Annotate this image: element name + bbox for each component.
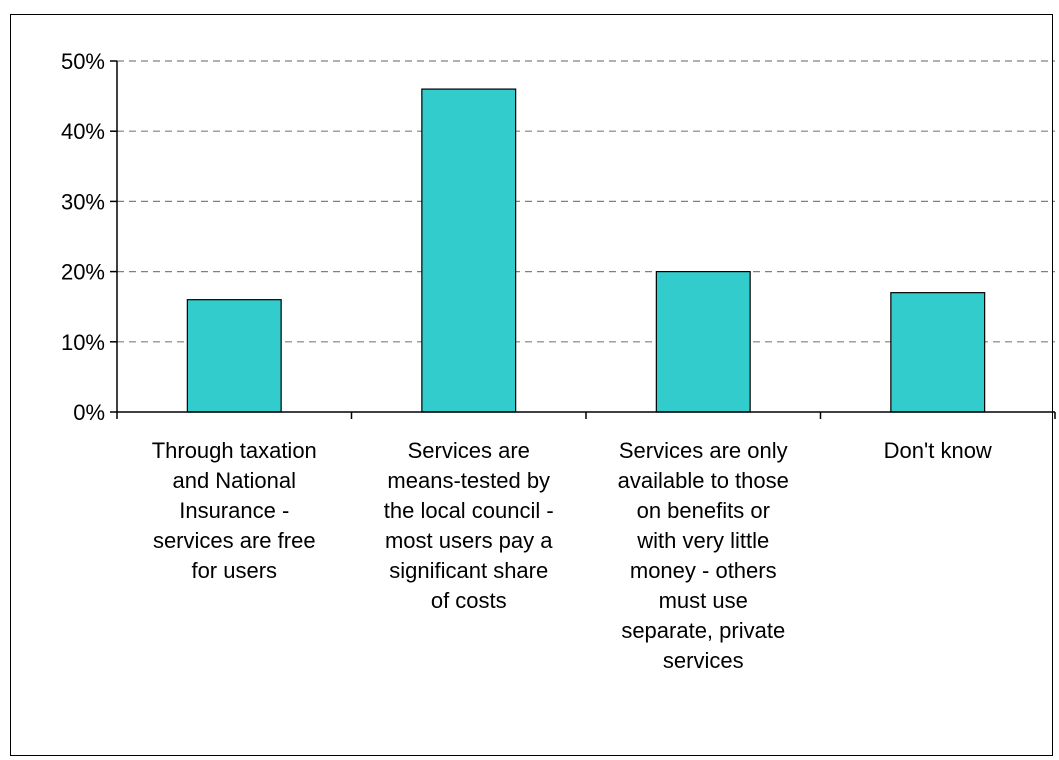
x-ticks [116, 412, 1056, 419]
bar [655, 271, 751, 413]
bar [890, 292, 986, 413]
y-tick-label: 50% [61, 49, 105, 74]
bar [186, 299, 282, 413]
y-ticks: 0% 10% 20% 30% 40% 50% [61, 49, 117, 425]
y-tick-label: 20% [61, 260, 105, 285]
y-tick-label: 10% [61, 330, 105, 355]
x-category-label: Services are means-tested by the local c… [383, 438, 554, 613]
y-tick-label: 0% [73, 400, 105, 425]
y-tick-label: 30% [61, 189, 105, 214]
x-category-label: Don't know [883, 438, 992, 463]
chart-frame [10, 14, 1053, 756]
x-category-label: Through taxation and National Insurance … [151, 438, 317, 583]
bars [186, 88, 986, 413]
x-category-label: Services are only available to those on … [617, 438, 789, 673]
bar [421, 88, 517, 413]
y-tick-label: 40% [61, 119, 105, 144]
